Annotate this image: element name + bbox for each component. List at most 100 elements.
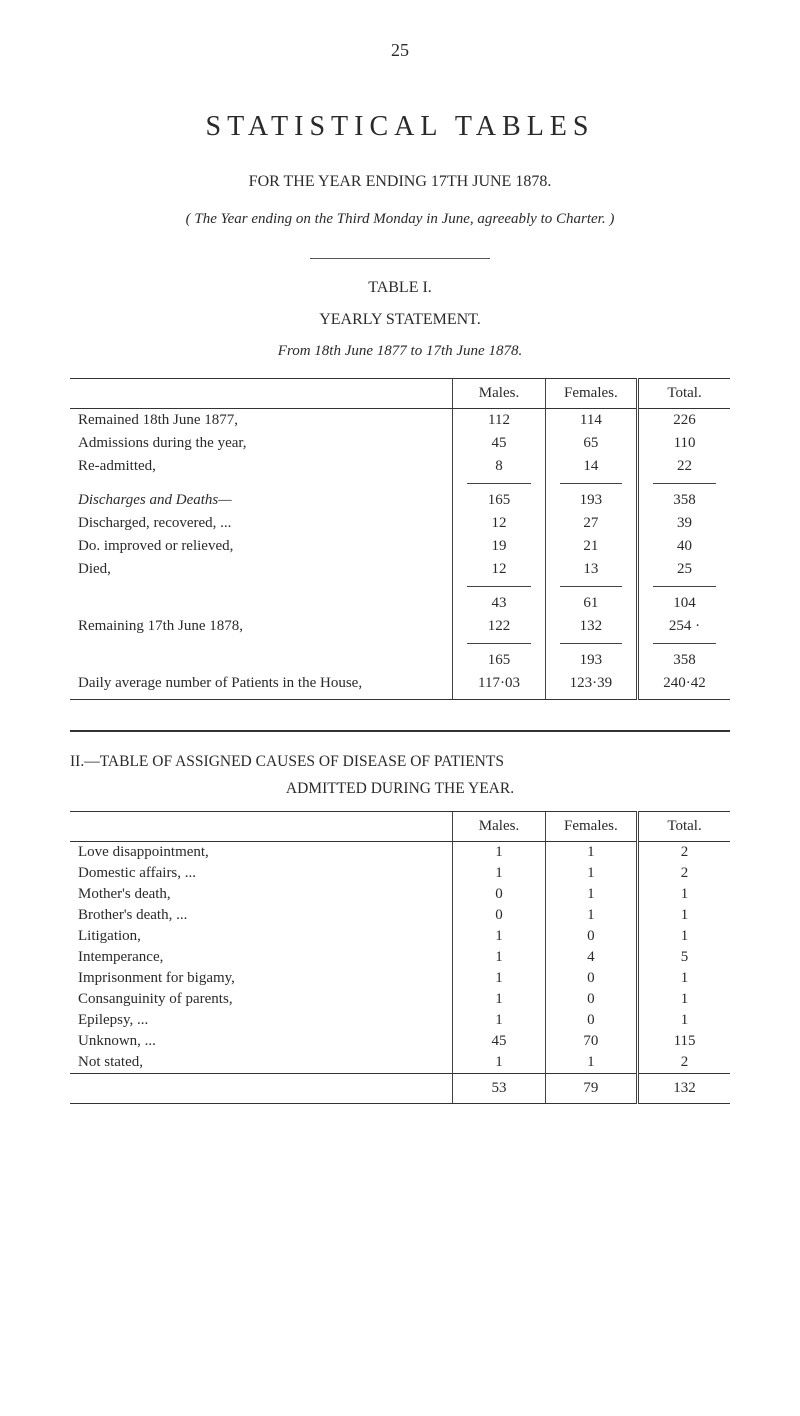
table1-caption: From 18th June 1877 to 17th June 1878. (70, 343, 730, 360)
cell-males: 1 (453, 989, 545, 1010)
cell-males: 122 (453, 615, 545, 638)
totals-row: 53 79 132 (70, 1073, 730, 1103)
cell-total: 226 (638, 409, 730, 433)
cell-males: 19 (453, 535, 545, 558)
cell-total: 358 (638, 649, 730, 672)
col-header-females: Females. (545, 379, 637, 409)
row-label: Remaining 17th June 1878, (70, 615, 453, 638)
row-label: Imprisonment for bigamy, (70, 968, 453, 989)
table-row: Re-admitted, 8 14 22 (70, 455, 730, 478)
row-label: Intemperance, (70, 947, 453, 968)
cell-females: 193 (545, 649, 637, 672)
cell-total: 358 (638, 489, 730, 512)
cell-females: 13 (545, 558, 637, 581)
row-label: Unknown, ... (70, 1031, 453, 1052)
cell-males: 1 (453, 1052, 545, 1074)
table-row: Remained 18th June 1877, 112 114 226 (70, 409, 730, 433)
table-row: Mother's death,011 (70, 884, 730, 905)
cell-females: 1 (545, 1052, 637, 1074)
cell-total: 1 (638, 926, 730, 947)
col-header-males: Males. (453, 379, 545, 409)
row-label: Domestic affairs, ... (70, 863, 453, 884)
subtotal-separator (70, 478, 730, 489)
cell-males: 112 (453, 409, 545, 433)
row-label: Remained 18th June 1877, (70, 409, 453, 433)
cell-males: 45 (453, 1031, 545, 1052)
cell-males: 53 (453, 1073, 545, 1103)
charter-note: ( The Year ending on the Third Monday in… (70, 211, 730, 228)
cell-total: 1 (638, 884, 730, 905)
cell-females: 21 (545, 535, 637, 558)
cell-females: 65 (545, 432, 637, 455)
table-row: Love disappointment,112 (70, 841, 730, 863)
subtitle: FOR THE YEAR ENDING 17TH JUNE 1878. (70, 173, 730, 191)
cell-females: 1 (545, 863, 637, 884)
subtotal-row: 43 61 104 (70, 592, 730, 615)
row-label: Epilepsy, ... (70, 1010, 453, 1031)
cell-males: 1 (453, 841, 545, 863)
cell-males: 8 (453, 455, 545, 478)
cell-females: 0 (545, 926, 637, 947)
table-row: Discharged, recovered, ... 12 27 39 (70, 512, 730, 535)
cell-females: 70 (545, 1031, 637, 1052)
cell-females: 1 (545, 841, 637, 863)
page-number: 25 (70, 40, 730, 61)
cell-males: 1 (453, 1010, 545, 1031)
cell-males: 1 (453, 968, 545, 989)
row-label: Brother's death, ... (70, 905, 453, 926)
cell-males: 45 (453, 432, 545, 455)
cell-males: 117·03 (453, 672, 545, 695)
col-header-blank (70, 811, 453, 841)
table-row: Imprisonment for bigamy,101 (70, 968, 730, 989)
cell-males: 1 (453, 947, 545, 968)
cell-total: 254 · (638, 615, 730, 638)
cell-total: 25 (638, 558, 730, 581)
cell-total: 2 (638, 841, 730, 863)
cell-females: 123·39 (545, 672, 637, 695)
main-title: STATISTICAL TABLES (70, 111, 730, 143)
row-label: Discharged, recovered, ... (70, 512, 453, 535)
cell-females: 27 (545, 512, 637, 535)
table-yearly-statement: Males. Females. Total. Remained 18th Jun… (70, 378, 730, 700)
table-bottom-rule (70, 695, 730, 700)
table-row: Intemperance,145 (70, 947, 730, 968)
cell-males: 0 (453, 884, 545, 905)
row-label: Admissions during the year, (70, 432, 453, 455)
table-row: Epilepsy, ...101 (70, 1010, 730, 1031)
table-row: Consanguinity of parents,101 (70, 989, 730, 1010)
cell-females: 0 (545, 1010, 637, 1031)
table-causes-of-disease: Males. Females. Total. Love disappointme… (70, 811, 730, 1104)
subtotal-row: 165 193 358 (70, 649, 730, 672)
cell-females: 1 (545, 905, 637, 926)
table-row: Died, 12 13 25 (70, 558, 730, 581)
cell-total: 2 (638, 1052, 730, 1074)
row-label: Litigation, (70, 926, 453, 947)
table1-label: TABLE I. (70, 279, 730, 297)
cell-females: 4 (545, 947, 637, 968)
cell-total: 132 (638, 1073, 730, 1103)
col-header-females: Females. (545, 811, 637, 841)
cell-females: 132 (545, 615, 637, 638)
subtotal-separator (70, 638, 730, 649)
cell-total: 5 (638, 947, 730, 968)
col-header-males: Males. (453, 811, 545, 841)
cell-total: 40 (638, 535, 730, 558)
table-row: Unknown, ...4570115 (70, 1031, 730, 1052)
cell-total: 104 (638, 592, 730, 615)
table2-title-line2: ADMITTED DURING THE YEAR. (70, 777, 730, 800)
row-label: Do. improved or relieved, (70, 535, 453, 558)
col-header-blank (70, 379, 453, 409)
table1-heading: YEARLY STATEMENT. (70, 311, 730, 329)
table-row: Do. improved or relieved, 19 21 40 (70, 535, 730, 558)
divider (310, 258, 490, 259)
subtotal-separator (70, 581, 730, 592)
row-label: Daily average number of Patients in the … (70, 672, 453, 695)
cell-males: 43 (453, 592, 545, 615)
table-row: Brother's death, ...011 (70, 905, 730, 926)
discharges-header: Discharges and Deaths— (70, 489, 453, 512)
table-row: Admissions during the year, 45 65 110 (70, 432, 730, 455)
table2-title: II.—TABLE OF ASSIGNED CAUSES OF DISEASE … (70, 730, 730, 801)
cell-total: 115 (638, 1031, 730, 1052)
cell-males: 1 (453, 926, 545, 947)
table-row: Litigation,101 (70, 926, 730, 947)
